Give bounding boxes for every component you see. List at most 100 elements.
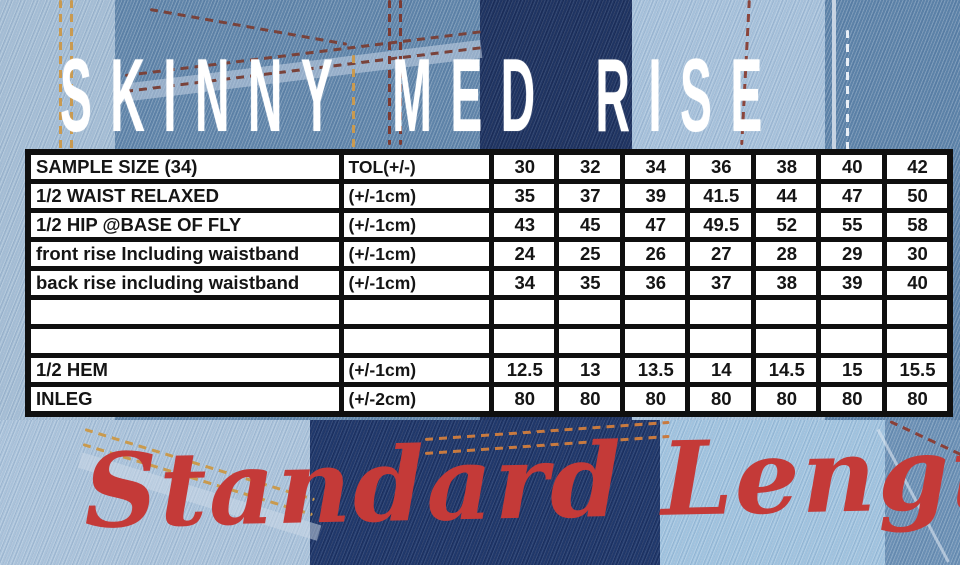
value-cell: 30: [881, 237, 952, 271]
value-cell: 47: [816, 179, 887, 213]
header-tolerance: TOL(+/-): [338, 149, 494, 184]
table-row-empty: [25, 295, 952, 329]
value-cell: 35: [488, 179, 559, 213]
page-title: SKINNY MED RISE: [60, 38, 781, 154]
gold-stitch-seam: [352, 55, 355, 150]
white-stitch-seam: [846, 30, 849, 150]
value-cell: 52: [750, 208, 821, 242]
value-cell: 40: [881, 266, 952, 300]
value-cell: 80: [881, 382, 952, 417]
tolerance-cell: (+/-1cm): [338, 353, 494, 387]
table-header-row: SAMPLE SIZE (34) TOL(+/-) 30 32 34 36 38…: [25, 149, 952, 184]
table-row: 1/2 HEM (+/-1cm) 12.5 13 13.5 14 14.5 15…: [25, 353, 952, 387]
value-cell: 27: [685, 237, 756, 271]
value-cell: 14.5: [750, 353, 821, 387]
value-cell: [881, 295, 952, 329]
value-cell: 41.5: [685, 179, 756, 213]
size-column-header: 30: [488, 149, 559, 184]
tolerance-cell: (+/-1cm): [338, 266, 494, 300]
standard-length-caption: Standard Length: [82, 411, 960, 552]
value-cell: 37: [554, 179, 625, 213]
value-cell: 55: [816, 208, 887, 242]
value-cell: [488, 295, 559, 329]
value-cell: [881, 324, 952, 358]
measurement-label: front rise Including waistband: [25, 237, 344, 271]
value-cell: [554, 324, 625, 358]
value-cell: [619, 295, 690, 329]
value-cell: [750, 295, 821, 329]
gold-stitch-seam: [59, 0, 62, 150]
value-cell: [488, 324, 559, 358]
gold-stitch-seam: [70, 0, 73, 150]
measurement-label: 1/2 HIP @BASE OF FLY: [25, 208, 344, 242]
value-cell: 24: [488, 237, 559, 271]
value-cell: 15: [816, 353, 887, 387]
measurement-label: [25, 324, 344, 358]
size-column-header: 42: [881, 149, 952, 184]
size-column-header: 36: [685, 149, 756, 184]
value-cell: 80: [685, 382, 756, 417]
value-cell: 14: [685, 353, 756, 387]
value-cell: [554, 295, 625, 329]
size-column-header-highlighted: 34: [619, 149, 690, 184]
value-cell: 39: [816, 266, 887, 300]
value-cell: 80: [750, 382, 821, 417]
value-cell: 44: [750, 179, 821, 213]
table-row: INLEG (+/-2cm) 80 80 80 80 80 80 80: [25, 382, 952, 417]
denim-panel: [0, 420, 310, 565]
value-cell: 12.5: [488, 353, 559, 387]
denim-panel: [660, 420, 885, 565]
value-cell: 43: [488, 208, 559, 242]
value-cell: 49.5: [685, 208, 756, 242]
value-cell: 50: [881, 179, 952, 213]
value-cell-highlighted: 36: [619, 266, 690, 300]
value-cell: 80: [816, 382, 887, 417]
measurement-label: back rise including waistband: [25, 266, 344, 300]
tolerance-cell: (+/-1cm): [338, 208, 494, 242]
size-column-header: 32: [554, 149, 625, 184]
value-cell: 37: [685, 266, 756, 300]
value-cell-highlighted: 26: [619, 237, 690, 271]
value-cell: [685, 324, 756, 358]
size-column-header: 38: [750, 149, 821, 184]
denim-panel: [310, 420, 660, 565]
measurement-label: 1/2 HEM: [25, 353, 344, 387]
table-row: 1/2 HIP @BASE OF FLY (+/-1cm) 43 45 47 4…: [25, 208, 952, 242]
value-cell: [816, 324, 887, 358]
value-cell: 38: [750, 266, 821, 300]
value-cell-highlighted: 80: [619, 382, 690, 417]
pale-seam: [832, 0, 836, 150]
value-cell: 15.5: [881, 353, 952, 387]
tolerance-cell: [338, 324, 494, 358]
value-cell: 80: [554, 382, 625, 417]
table-row-empty: [25, 324, 952, 358]
value-cell: 34: [488, 266, 559, 300]
tolerance-cell: (+/-1cm): [338, 237, 494, 271]
value-cell: 80: [488, 382, 559, 417]
value-cell: 35: [554, 266, 625, 300]
value-cell: 25: [554, 237, 625, 271]
table-row: 1/2 WAIST RELAXED (+/-1cm) 35 37 39 41.5…: [25, 179, 952, 213]
red-stitch-seam: [399, 0, 402, 145]
value-cell: 29: [816, 237, 887, 271]
size-column-header: 40: [816, 149, 887, 184]
value-cell: [816, 295, 887, 329]
measurement-label: INLEG: [25, 382, 344, 417]
table-row: back rise including waistband (+/-1cm) 3…: [25, 266, 952, 300]
tolerance-cell: (+/-1cm): [338, 179, 494, 213]
value-cell: 58: [881, 208, 952, 242]
value-cell-highlighted: 39: [619, 179, 690, 213]
red-stitch-seam: [388, 0, 391, 145]
value-cell-highlighted: 13.5: [619, 353, 690, 387]
value-cell-highlighted: 47: [619, 208, 690, 242]
value-cell: [619, 324, 690, 358]
size-table: SAMPLE SIZE (34) TOL(+/-) 30 32 34 36 38…: [25, 149, 953, 417]
value-cell: 45: [554, 208, 625, 242]
value-cell: 28: [750, 237, 821, 271]
measurement-label: 1/2 WAIST RELAXED: [25, 179, 344, 213]
value-cell: 13: [554, 353, 625, 387]
value-cell: [750, 324, 821, 358]
value-cell: [685, 295, 756, 329]
tolerance-cell: [338, 295, 494, 329]
table-row: front rise Including waistband (+/-1cm) …: [25, 237, 952, 271]
